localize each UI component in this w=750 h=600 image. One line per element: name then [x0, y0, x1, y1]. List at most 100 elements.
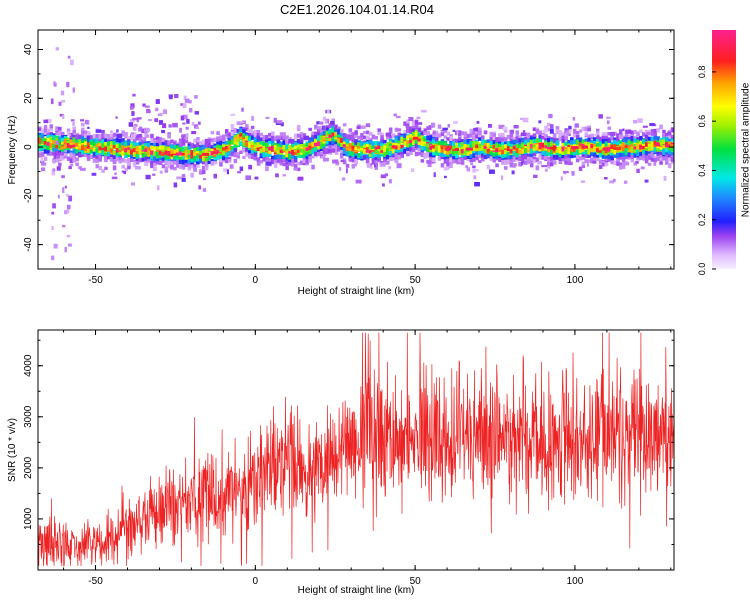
- heatmap-cell: [440, 143, 445, 148]
- heatmap-cell: [317, 135, 321, 140]
- heatmap-cell: [265, 142, 269, 147]
- heatmap-cell: [222, 146, 226, 151]
- heatmap-cell: [59, 113, 64, 117]
- heatmap-cell: [282, 154, 286, 159]
- heatmap-cell: [253, 141, 258, 145]
- heatmap-cell: [216, 155, 220, 159]
- heatmap-cell: [434, 133, 439, 138]
- heatmap-cell: [427, 162, 432, 167]
- heatmap-cell: [665, 145, 669, 150]
- heatmap-cell: [420, 143, 425, 147]
- heatmap-cell: [644, 142, 649, 147]
- y-tick-label: 1000: [23, 507, 34, 530]
- heatmap-cell: [488, 124, 492, 128]
- heatmap-cell: [616, 140, 620, 145]
- heatmap-cell: [320, 155, 326, 159]
- heatmap-cell: [642, 125, 648, 128]
- heatmap-cell: [294, 135, 298, 140]
- heatmap-cell: [262, 148, 266, 153]
- heatmap-cell: [391, 149, 396, 154]
- heatmap-cell: [282, 162, 286, 167]
- heatmap-cell: [75, 134, 79, 140]
- heatmap-cell: [282, 140, 286, 145]
- heatmap-cell: [647, 155, 652, 160]
- heatmap-cell: [511, 170, 515, 175]
- heatmap-cell: [268, 133, 272, 137]
- heatmap-cell: [52, 168, 55, 173]
- heatmap-cell: [498, 147, 502, 151]
- heatmap-cell: [67, 133, 71, 136]
- heatmap-cell: [584, 159, 588, 164]
- heatmap-cell: [319, 144, 324, 149]
- heatmap-cell: [84, 133, 88, 138]
- heatmap-cell: [155, 157, 160, 161]
- heatmap-cell: [547, 164, 551, 169]
- heatmap-cell: [383, 155, 387, 160]
- heatmap-cell: [173, 182, 178, 188]
- heatmap-cell: [596, 128, 600, 133]
- heatmap-cell: [432, 157, 436, 163]
- heatmap-cell: [587, 140, 591, 145]
- heatmap-cell: [190, 158, 194, 163]
- heatmap-cell: [66, 130, 71, 135]
- heatmap-cell: [429, 139, 433, 143]
- heatmap-cell: [635, 161, 639, 164]
- heatmap-cell: [504, 129, 508, 133]
- heatmap-cell: [311, 164, 315, 170]
- heatmap-cell: [158, 120, 164, 125]
- heatmap-cell: [348, 150, 353, 155]
- heatmap-cell: [616, 161, 620, 166]
- heatmap-cell: [61, 131, 65, 136]
- heatmap-cell: [356, 125, 361, 130]
- heatmap-cell: [118, 138, 122, 143]
- heatmap-cell: [184, 159, 189, 165]
- heatmap-cell: [667, 152, 672, 158]
- heatmap-cell: [115, 143, 120, 149]
- heatmap-cell: [230, 136, 235, 140]
- heatmap-cell: [236, 131, 240, 136]
- heatmap-cell: [665, 155, 669, 161]
- heatmap-cell: [472, 144, 476, 148]
- heatmap-cell: [233, 145, 238, 149]
- heatmap-cell: [535, 157, 540, 163]
- heatmap-cell: [176, 176, 182, 180]
- heatmap-cell: [474, 169, 479, 172]
- heatmap-cell: [271, 145, 275, 151]
- heatmap-cell: [130, 150, 134, 155]
- heatmap-cell: [405, 123, 410, 128]
- heatmap-cell: [630, 135, 634, 141]
- heatmap-cell: [535, 129, 540, 134]
- heatmap-cell: [256, 130, 261, 134]
- heatmap-cell: [504, 150, 508, 156]
- heatmap-cell: [455, 154, 459, 159]
- heatmap-cell: [81, 152, 85, 157]
- heatmap-cell: [550, 151, 554, 157]
- heatmap-cell: [89, 140, 94, 145]
- snr-y-label: SNR (10 * v/v): [7, 418, 18, 482]
- heatmap-cell: [452, 129, 456, 132]
- heatmap-cell: [230, 124, 235, 130]
- y-tick-label: 4000: [23, 354, 34, 377]
- heatmap-cell: [132, 138, 137, 144]
- heatmap-cell: [296, 144, 301, 148]
- heatmap-cell: [360, 154, 364, 159]
- heatmap-cell: [414, 133, 419, 138]
- heatmap-cell: [406, 135, 410, 140]
- y-tick-label: 20: [23, 92, 34, 104]
- heatmap-cell: [236, 152, 240, 156]
- heatmap-cell: [61, 139, 65, 145]
- heatmap-cell: [299, 138, 304, 143]
- heatmap-cell: [187, 162, 192, 167]
- heatmap-cell: [515, 138, 519, 144]
- heatmap-cell: [366, 163, 371, 168]
- heatmap-cell: [178, 139, 183, 145]
- heatmap-cell: [380, 138, 384, 143]
- heatmap-cell: [417, 127, 422, 133]
- heatmap-cell: [331, 145, 335, 151]
- heatmap-cell: [227, 159, 232, 163]
- heatmap-cell: [58, 152, 62, 156]
- colorbar-tick-label: 0.2: [697, 213, 707, 226]
- heatmap-cell: [509, 145, 514, 150]
- heatmap-cell: [58, 126, 62, 131]
- heatmap-cell: [251, 115, 254, 121]
